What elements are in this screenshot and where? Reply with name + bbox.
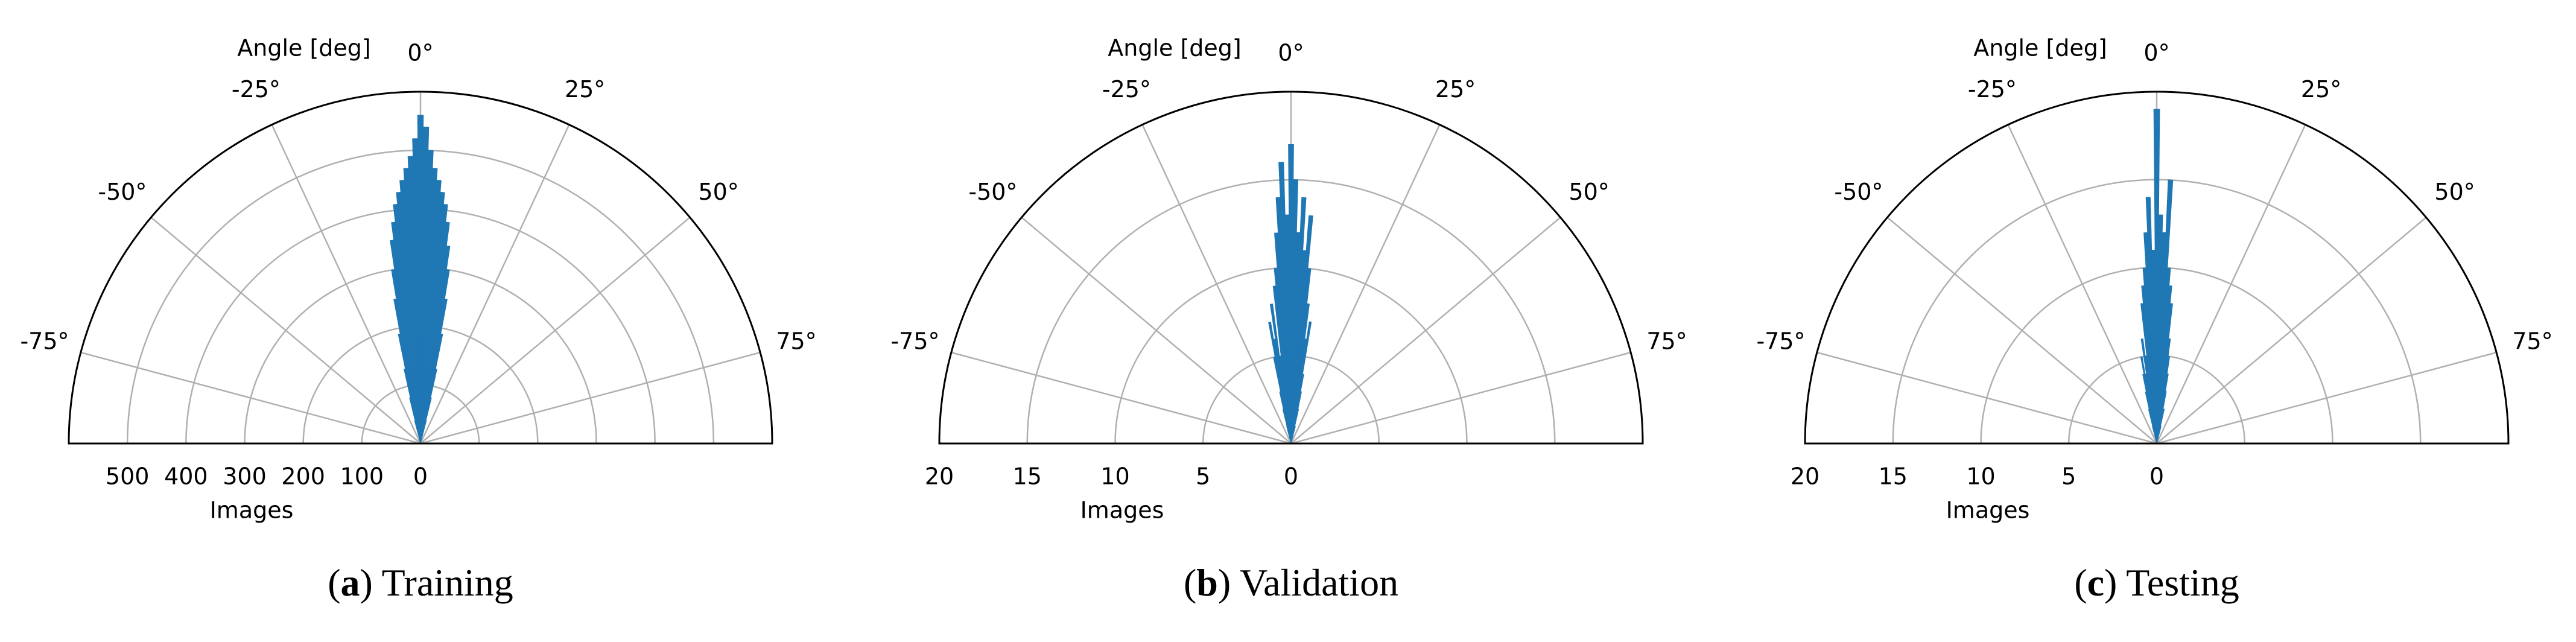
theta-grid-line: [2156, 217, 2427, 444]
polar-frame: [68, 91, 773, 445]
r-axis-label: Images: [1946, 497, 2030, 524]
polar-frame: [1804, 91, 2510, 445]
theta-grid-line: [1021, 217, 1292, 444]
r-tick-label: 0: [413, 463, 428, 490]
theta-grid-line: [2156, 351, 2497, 445]
caption-letter: a: [341, 561, 360, 604]
theta-tick-label: -50°: [1834, 179, 1883, 205]
theta-axis-label: Angle [deg]: [1973, 35, 2107, 62]
theta-grid-line: [951, 351, 1292, 445]
caption: (a) Training: [328, 561, 513, 604]
theta-tick-label: 0°: [2143, 40, 2169, 66]
caption-text: ) Testing: [2104, 561, 2239, 604]
theta-tick-label: -50°: [98, 179, 147, 205]
theta-grid-line: [419, 124, 570, 444]
bar: [1290, 179, 1298, 444]
caption-open: (: [1184, 561, 1196, 604]
theta-tick-label: -75°: [890, 328, 939, 355]
bar: [2140, 338, 2157, 444]
theta-tick-label: -75°: [20, 328, 69, 355]
r-tick-label: 10: [1966, 463, 1995, 490]
theta-tick-label: 0°: [1278, 40, 1304, 66]
theta-tick-label: 75°: [1646, 328, 1687, 355]
theta-grid-line: [1141, 124, 1292, 444]
r-tick-label: 10: [1100, 463, 1129, 490]
theta-tick-label: -50°: [968, 179, 1017, 205]
bar: [1278, 162, 1292, 444]
caption: (c) Testing: [2074, 561, 2239, 604]
theta-tick-label: 0°: [407, 40, 433, 66]
r-tick-label: 15: [1879, 463, 1908, 490]
polar-chart: 0 100 200 300 400 500 -75° -50° -25° 0° 25° 50° 75° A…: [20, 35, 816, 604]
caption: (b) Validation: [1184, 561, 1398, 604]
polar-chart: 0 5 10 15 20 -75° -50° -25° 0° 25° 50° 75° Angle [de…: [1756, 35, 2552, 604]
theta-tick-label: 50°: [1569, 179, 1609, 205]
theta-axis-label: Angle [deg]: [237, 35, 371, 62]
theta-tick-label: -75°: [1756, 328, 1805, 355]
bar: [1268, 322, 1292, 444]
theta-grid-line: [420, 351, 761, 445]
caption-letter: c: [2087, 561, 2104, 604]
polar-chart: 0 5 10 15 20 -75° -50° -25° 0° 25° 50° 75° Angle [de…: [890, 35, 1687, 604]
bar: [1269, 304, 1292, 444]
theta-grid-line: [80, 351, 421, 445]
theta-grid-line: [271, 124, 422, 444]
r-tick-label: 0: [1284, 463, 1298, 490]
bar: [417, 115, 424, 444]
theta-axis-label: Angle [deg]: [1108, 35, 1242, 62]
theta-tick-label: 75°: [776, 328, 816, 355]
r-tick-label: 20: [925, 463, 954, 490]
caption-open: (: [328, 561, 340, 604]
bar: [420, 420, 427, 444]
bar: [2140, 356, 2157, 444]
r-tick-label: 200: [281, 463, 325, 490]
theta-tick-label: -25°: [1968, 76, 2017, 103]
r-tick-label: 15: [1013, 463, 1042, 490]
theta-tick-label: 25°: [1435, 76, 1476, 103]
theta-grid-line: [1886, 217, 2157, 444]
caption-letter: b: [1196, 561, 1218, 604]
bar: [1290, 426, 1296, 444]
theta-grid-line: [1290, 351, 1631, 445]
theta-tick-label: -25°: [232, 76, 281, 103]
theta-grid-line: [1816, 351, 2157, 445]
r-tick-label: 20: [1791, 463, 1819, 490]
theta-grid-line: [150, 217, 421, 444]
bar: [2145, 197, 2157, 444]
r-axis-label: Images: [210, 497, 294, 524]
bar: [2153, 109, 2160, 444]
r-tick-label: 500: [106, 463, 150, 490]
caption-open: (: [2074, 561, 2087, 604]
theta-tick-label: 75°: [2512, 328, 2552, 355]
theta-tick-label: -25°: [1102, 76, 1151, 103]
r-tick-label: 100: [340, 463, 384, 490]
theta-tick-label: 25°: [565, 76, 605, 103]
r-tick-label: 400: [164, 463, 208, 490]
r-tick-label: 5: [2061, 463, 2076, 490]
bar: [1288, 144, 1294, 444]
theta-grid-line: [420, 217, 691, 444]
bar: [2156, 426, 2162, 444]
r-tick-label: 0: [2149, 463, 2164, 490]
theta-grid-line: [2007, 124, 2158, 444]
r-axis-label: Images: [1080, 497, 1164, 524]
theta-grid-line: [2156, 124, 2306, 444]
caption-text: ) Training: [360, 561, 513, 604]
theta-tick-label: 50°: [2434, 179, 2475, 205]
theta-tick-label: 25°: [2301, 76, 2341, 103]
caption-text: ) Validation: [1218, 561, 1398, 604]
r-tick-label: 300: [223, 463, 267, 490]
polar-frame: [938, 91, 1644, 445]
theta-grid-line: [1290, 124, 1441, 444]
theta-tick-label: 50°: [698, 179, 738, 205]
theta-grid-line: [1290, 217, 1561, 444]
r-tick-label: 5: [1196, 463, 1210, 490]
